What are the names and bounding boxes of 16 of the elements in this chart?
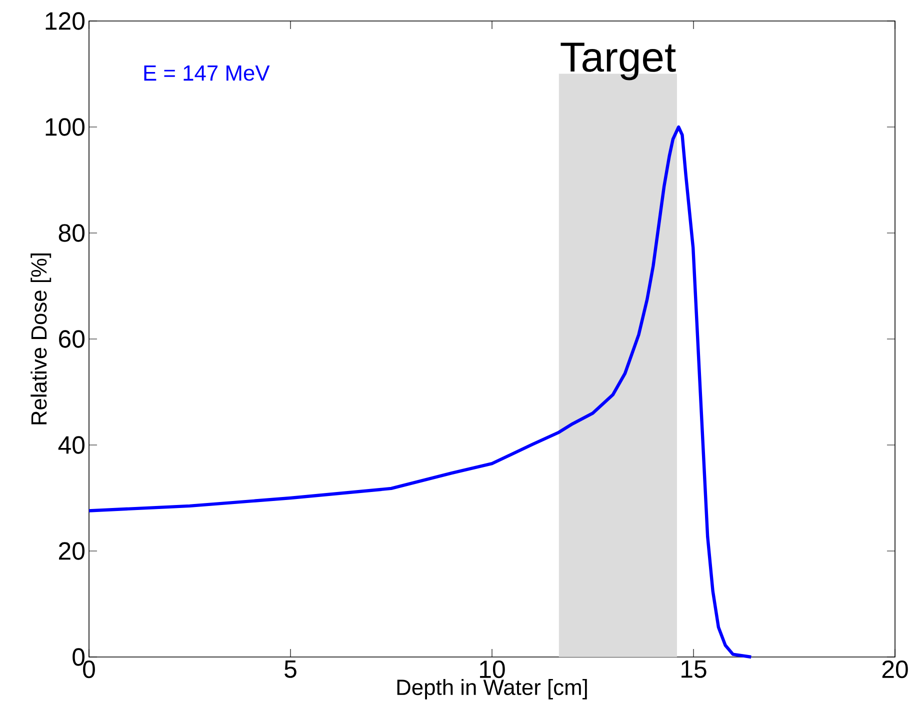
- y-tick-label: 40: [58, 436, 84, 454]
- x-tick-label: 15: [682, 660, 706, 678]
- y-axis-title: Relative Dose [%]: [30, 254, 52, 424]
- y-tick-label: 120: [46, 12, 84, 30]
- x-axis-title: Depth in Water [cm]: [397, 678, 587, 700]
- x-tick-label: 10: [480, 660, 505, 678]
- band-label: Target: [560, 42, 676, 80]
- annotation: E = 147 MeV: [144, 66, 270, 81]
- line-series: [87, 125, 753, 659]
- x-tick-label: 5: [284, 660, 296, 678]
- y-tick-label: 60: [59, 330, 84, 348]
- x-tick-label: 20: [882, 660, 908, 678]
- y-tick-label: 0: [72, 648, 85, 666]
- y-tick-label: 80: [58, 224, 84, 242]
- y-tick-label: 20: [59, 542, 84, 560]
- y-tick-label: 100: [46, 118, 84, 136]
